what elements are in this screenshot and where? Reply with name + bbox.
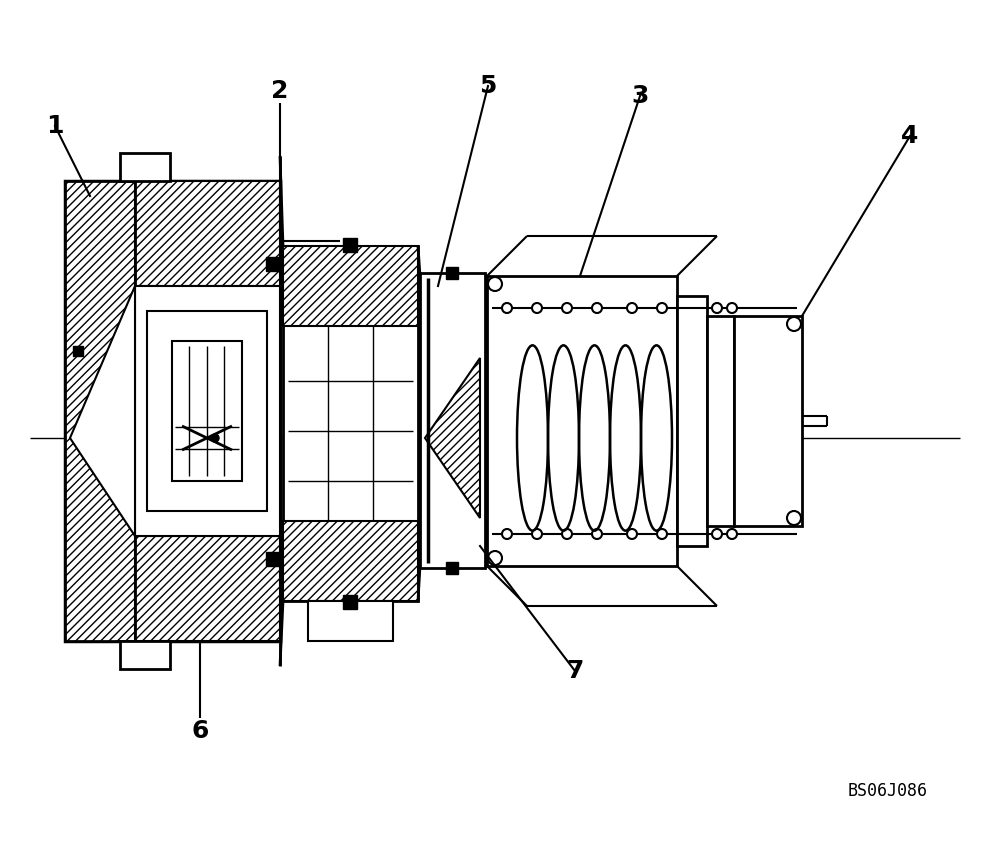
Polygon shape — [70, 286, 135, 536]
Bar — [283, 521, 418, 601]
Circle shape — [787, 317, 801, 331]
Bar — [487, 276, 677, 566]
Text: BS06J086: BS06J086 — [848, 782, 928, 800]
Text: 3: 3 — [631, 84, 649, 108]
Bar — [420, 273, 485, 568]
Text: 4: 4 — [901, 124, 919, 148]
Text: 1: 1 — [46, 114, 64, 138]
Bar — [135, 181, 280, 286]
Bar — [283, 246, 418, 601]
Text: 2: 2 — [271, 79, 289, 103]
Bar — [283, 521, 418, 601]
Circle shape — [657, 303, 667, 313]
Bar — [283, 246, 418, 326]
Circle shape — [211, 434, 219, 442]
Circle shape — [787, 511, 801, 525]
Bar — [135, 536, 280, 641]
Circle shape — [488, 551, 502, 565]
Polygon shape — [425, 358, 480, 518]
Bar — [65, 181, 280, 641]
Circle shape — [532, 303, 542, 313]
Circle shape — [592, 303, 602, 313]
Circle shape — [562, 303, 572, 313]
Bar — [120, 153, 170, 181]
Bar — [147, 311, 267, 511]
Bar — [65, 181, 135, 641]
Circle shape — [627, 529, 637, 539]
Bar — [65, 181, 135, 641]
Bar — [308, 601, 393, 641]
Bar — [266, 552, 280, 566]
Bar — [734, 316, 802, 526]
Bar — [120, 641, 170, 669]
Circle shape — [562, 529, 572, 539]
Bar — [283, 521, 418, 601]
Text: 7: 7 — [566, 659, 584, 683]
Bar — [343, 595, 357, 609]
Circle shape — [627, 303, 637, 313]
Text: 5: 5 — [479, 74, 497, 98]
Bar — [266, 257, 280, 271]
Bar — [135, 536, 280, 641]
Circle shape — [657, 529, 667, 539]
Bar — [283, 246, 418, 326]
Bar — [707, 316, 734, 526]
Bar — [343, 238, 357, 252]
Bar — [65, 181, 135, 641]
Bar — [135, 536, 280, 641]
Bar — [135, 181, 280, 286]
Circle shape — [727, 529, 737, 539]
Text: 6: 6 — [191, 719, 209, 743]
Bar — [73, 346, 83, 356]
Bar — [446, 562, 458, 574]
Circle shape — [502, 529, 512, 539]
Bar — [135, 181, 280, 286]
Bar — [135, 286, 280, 536]
Circle shape — [712, 303, 722, 313]
Bar — [283, 246, 418, 326]
Bar — [172, 341, 242, 481]
Circle shape — [712, 529, 722, 539]
Circle shape — [727, 303, 737, 313]
Circle shape — [592, 529, 602, 539]
Bar — [446, 267, 458, 279]
Circle shape — [532, 529, 542, 539]
Circle shape — [488, 277, 502, 291]
Circle shape — [502, 303, 512, 313]
Bar — [677, 296, 707, 546]
